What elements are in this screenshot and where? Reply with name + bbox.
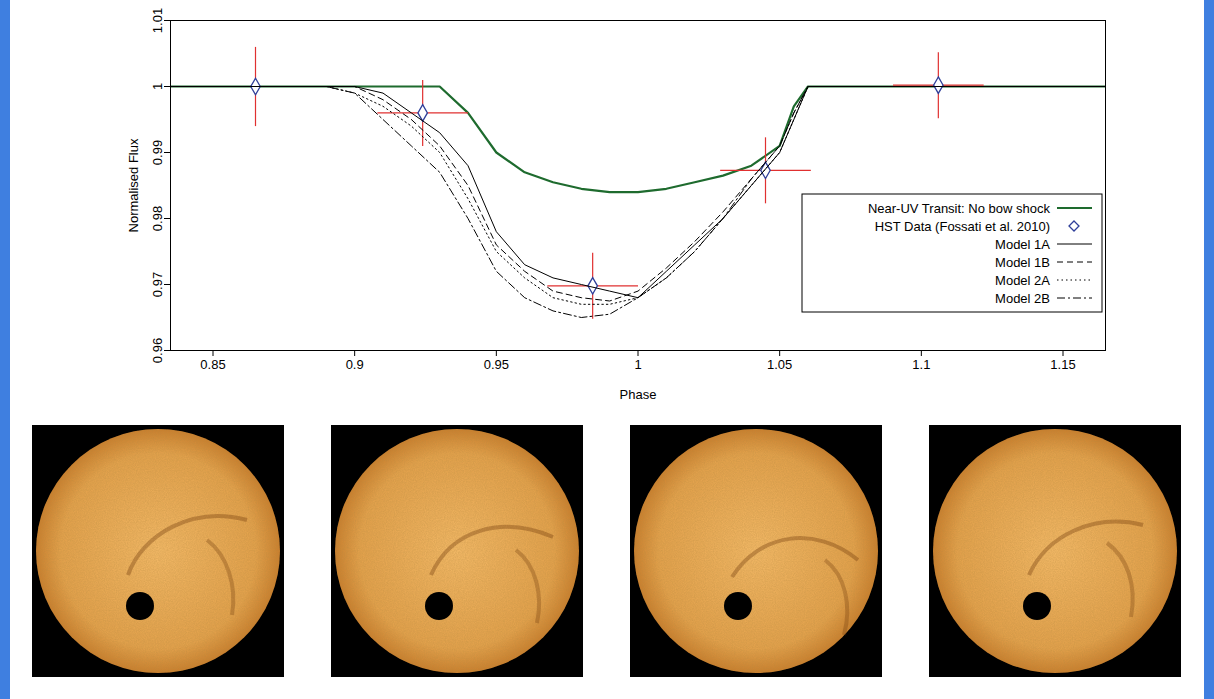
- svg-text:Model 1B: Model 1B: [995, 255, 1050, 270]
- svg-text:1.1: 1.1: [912, 357, 930, 372]
- svg-text:Phase: Phase: [620, 387, 657, 402]
- svg-text:Normalised Flux: Normalised Flux: [126, 138, 141, 232]
- svg-text:0.99: 0.99: [150, 140, 165, 165]
- svg-text:Model 2A: Model 2A: [995, 273, 1050, 288]
- svg-text:0.85: 0.85: [200, 357, 225, 372]
- svg-text:0.96: 0.96: [150, 338, 165, 363]
- svg-text:1.15: 1.15: [1050, 357, 1075, 372]
- svg-text:1.05: 1.05: [767, 357, 792, 372]
- svg-text:1.01: 1.01: [150, 8, 165, 33]
- svg-text:1: 1: [634, 357, 641, 372]
- svg-text:Near-UV Transit: No bow shock: Near-UV Transit: No bow shock: [868, 201, 1051, 216]
- svg-text:0.98: 0.98: [150, 206, 165, 231]
- svg-text:HST Data (Fossati et al. 2010): HST Data (Fossati et al. 2010): [875, 219, 1050, 234]
- svg-text:0.9: 0.9: [346, 357, 364, 372]
- svg-text:Model 1A: Model 1A: [995, 237, 1050, 252]
- svg-text:1: 1: [150, 83, 165, 90]
- svg-text:0.95: 0.95: [484, 357, 509, 372]
- svg-text:0.97: 0.97: [150, 272, 165, 297]
- svg-text:Model 2B: Model 2B: [995, 291, 1050, 306]
